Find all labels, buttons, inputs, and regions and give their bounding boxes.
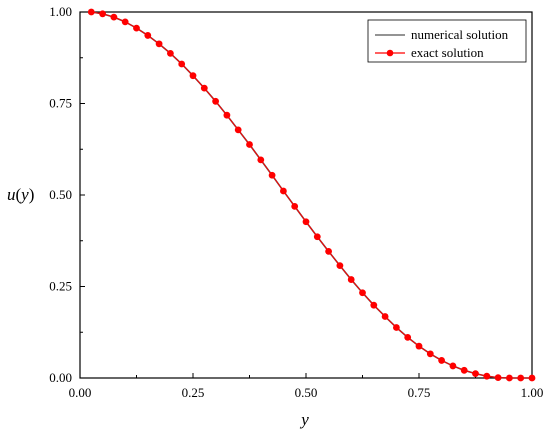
x-tick-label: 1.00 (521, 385, 544, 400)
data-point-exact-solution (449, 362, 457, 370)
data-point-exact-solution (257, 156, 265, 164)
data-point-exact-solution (325, 247, 332, 255)
y-tick-label: 0.75 (49, 96, 72, 111)
data-point-exact-solution (404, 333, 412, 341)
data-point-exact-solution (223, 111, 231, 119)
data-point-exact-solution (291, 202, 299, 210)
data-point-exact-solution (144, 32, 152, 39)
data-point-exact-solution (494, 374, 502, 382)
x-tick-label: 0.50 (295, 385, 318, 400)
data-point-exact-solution (99, 10, 106, 18)
legend-label-numerical: numerical solution (411, 27, 509, 42)
data-point-exact-solution (87, 8, 95, 16)
data-point-exact-solution (155, 40, 163, 48)
data-point-exact-solution (359, 289, 366, 297)
data-point-exact-solution (234, 126, 242, 134)
data-point-exact-solution (381, 313, 389, 320)
legend: numerical solution exact solution (367, 19, 527, 63)
series-layer (87, 8, 536, 382)
y-tick-label: 0.00 (49, 370, 72, 385)
data-point-exact-solution (121, 18, 129, 26)
legend-label-exact: exact solution (411, 45, 484, 60)
data-point-exact-solution (460, 366, 468, 374)
data-point-exact-solution (313, 233, 321, 241)
data-point-exact-solution (506, 374, 513, 382)
data-point-exact-solution (393, 324, 400, 331)
plot-frame (79, 11, 533, 379)
data-point-exact-solution (302, 218, 310, 226)
data-point-exact-solution (268, 171, 276, 179)
legend-swatch-exact-marker (386, 49, 394, 57)
data-point-exact-solution (200, 84, 208, 92)
data-point-exact-solution (483, 372, 491, 380)
data-point-exact-solution (528, 374, 536, 382)
data-point-exact-solution (415, 342, 423, 350)
data-point-exact-solution (178, 60, 186, 68)
x-tick-label: 0.25 (182, 385, 205, 400)
data-point-exact-solution (133, 24, 140, 32)
data-point-exact-solution (167, 49, 174, 57)
data-point-exact-solution (472, 370, 479, 378)
y-tick-label: 0.50 (49, 187, 72, 202)
legend-box (367, 19, 527, 63)
x-tick-label: 0.00 (69, 385, 92, 400)
x-axis-ticks: 0.00 0.25 0.50 0.75 1.00 (69, 373, 544, 400)
data-point-exact-solution (246, 141, 253, 148)
data-point-exact-solution (110, 13, 118, 21)
data-point-exact-solution (426, 350, 434, 358)
y-axis-ticks: 0.00 0.25 0.50 0.75 1.00 (49, 4, 85, 385)
data-point-exact-solution (517, 374, 525, 382)
data-point-exact-solution (189, 72, 197, 80)
y-tick-label: 1.00 (49, 4, 72, 19)
series-line-exact-solution (91, 11, 532, 379)
data-point-exact-solution (438, 357, 445, 364)
x-axis-label: y (299, 410, 309, 429)
data-point-exact-solution (370, 301, 378, 309)
data-point-exact-solution (212, 97, 220, 105)
data-point-exact-solution (280, 187, 287, 195)
series-line-numerical-solution (91, 11, 532, 379)
y-tick-label: 0.25 (49, 279, 72, 294)
y-axis-label: u(y) (7, 185, 34, 204)
x-tick-label: 0.75 (408, 385, 431, 400)
data-point-exact-solution (347, 276, 355, 283)
data-point-exact-solution (336, 262, 344, 270)
